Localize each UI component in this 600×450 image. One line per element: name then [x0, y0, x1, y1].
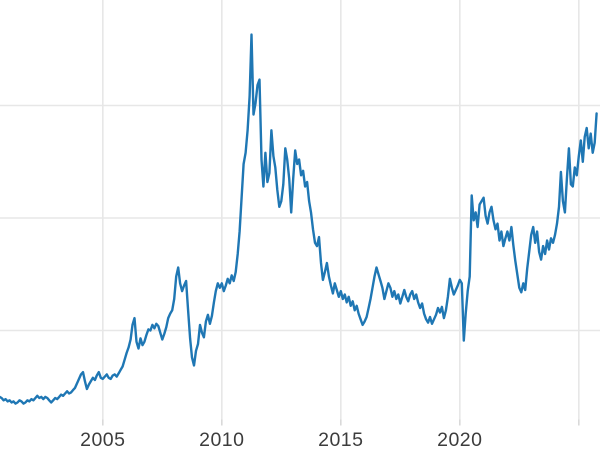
x-tick-label: 2005 — [80, 429, 125, 450]
x-tick-label: 2015 — [318, 429, 363, 450]
x-tick-label: 2020 — [437, 429, 482, 450]
x-axis-tick-marks — [102, 419, 580, 426]
x-tick-label: 2010 — [199, 429, 244, 450]
price-line — [0, 33, 598, 405]
horizontal-gridlines — [0, 104, 600, 332]
x-axis-tick-labels: 2005 2010 2015 2020 — [80, 429, 482, 450]
vertical-gridlines — [102, 0, 580, 420]
data-series — [0, 33, 598, 405]
